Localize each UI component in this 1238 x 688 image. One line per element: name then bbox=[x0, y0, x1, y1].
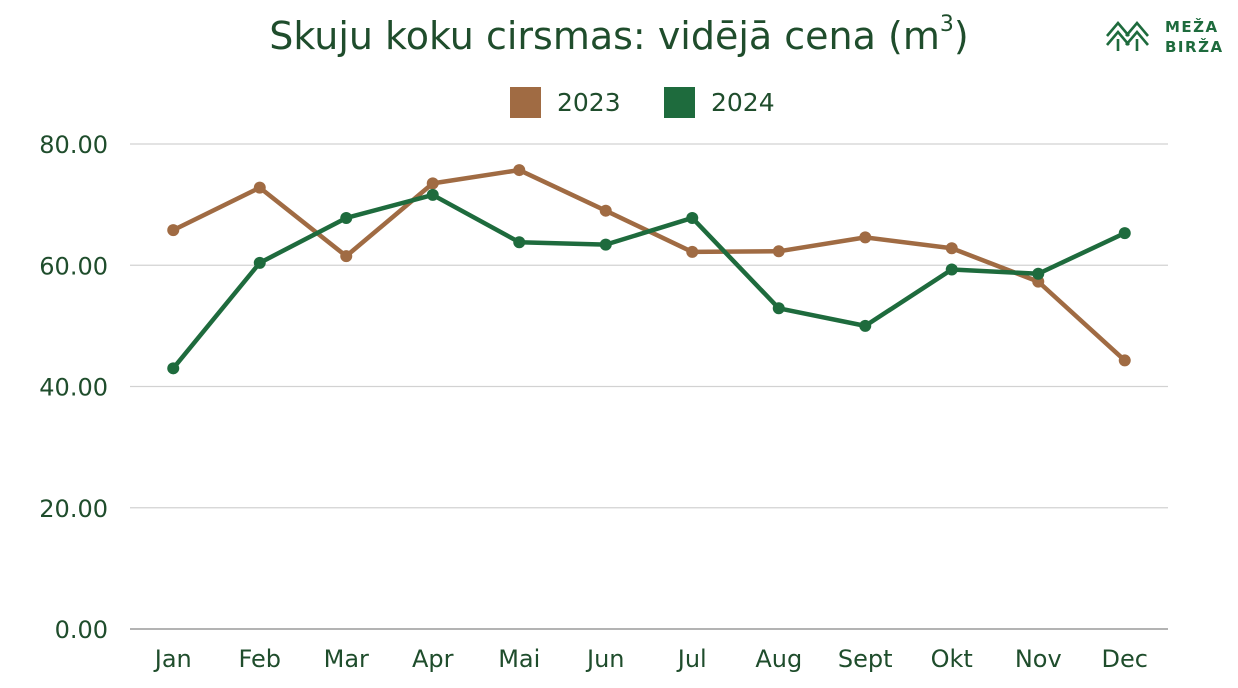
chart-title-text: Skuju koku cirsmas: vidējā cena (m bbox=[269, 14, 940, 58]
y-tick-label: 60.00 bbox=[39, 252, 108, 280]
data-point-2023-Jan bbox=[167, 224, 180, 237]
series bbox=[167, 164, 1131, 375]
data-point-2023-Aug bbox=[772, 245, 785, 258]
x-tick-label: Nov bbox=[1015, 645, 1062, 673]
legend-label-2023: 2023 bbox=[557, 88, 621, 117]
x-tick-label: Aug bbox=[755, 645, 802, 673]
data-point-2023-Apr bbox=[426, 177, 439, 190]
x-tick-label: Sept bbox=[838, 645, 893, 673]
data-point-2023-Jul bbox=[686, 245, 699, 258]
data-point-2023-Mar bbox=[340, 250, 353, 263]
y-tick-label: 80.00 bbox=[39, 131, 108, 159]
data-point-2024-Aug bbox=[772, 302, 785, 315]
x-tick-label: Apr bbox=[412, 645, 454, 673]
data-point-2023-Mai bbox=[513, 164, 526, 177]
data-point-2024-Apr bbox=[426, 188, 439, 201]
x-tick-label: Mai bbox=[498, 645, 540, 673]
data-point-2023-Okt bbox=[945, 242, 958, 255]
data-point-2023-Sept bbox=[859, 231, 872, 244]
brand-name-line1: MEŽA bbox=[1165, 17, 1219, 36]
data-point-2024-Jan bbox=[167, 362, 180, 375]
series-line-2024 bbox=[171, 192, 1127, 371]
data-point-2024-Nov bbox=[1032, 267, 1045, 280]
chart-title-suffix: ) bbox=[953, 14, 969, 58]
x-tick-label: Okt bbox=[931, 645, 973, 673]
data-point-2024-Okt bbox=[945, 263, 958, 276]
grid bbox=[130, 143, 1168, 630]
y-tick-label: 20.00 bbox=[39, 495, 108, 523]
x-tick-label: Jan bbox=[153, 645, 192, 673]
legend-swatch-2023 bbox=[510, 87, 541, 118]
x-tick-label: Jul bbox=[676, 645, 707, 673]
x-tick-label: Dec bbox=[1102, 645, 1148, 673]
data-point-2023-Dec bbox=[1118, 354, 1131, 367]
brand-logo: MEŽA BIRŽA bbox=[1106, 17, 1224, 56]
x-tick-label: Feb bbox=[239, 645, 282, 673]
data-point-2023-Jun bbox=[599, 204, 612, 217]
y-axis: 0.00 20.00 40.00 60.00 80.00 bbox=[39, 131, 108, 644]
brand-name-line2: BIRŽA bbox=[1165, 37, 1224, 56]
mountains-trees-icon bbox=[1106, 20, 1149, 51]
legend-label-2024: 2024 bbox=[711, 88, 775, 117]
legend: 2023 2024 bbox=[510, 87, 775, 118]
y-tick-label: 0.00 bbox=[55, 616, 108, 644]
data-point-2024-Jul bbox=[686, 211, 699, 224]
data-point-2024-Mar bbox=[340, 211, 353, 224]
x-tick-label: Jun bbox=[585, 645, 625, 673]
data-point-2024-Mai bbox=[513, 236, 526, 249]
data-point-2024-Dec bbox=[1118, 227, 1131, 240]
data-point-2024-Jun bbox=[599, 238, 612, 251]
y-tick-label: 40.00 bbox=[39, 374, 108, 402]
chart-title-superscript: 3 bbox=[939, 12, 954, 38]
x-axis: Jan Feb Mar Apr Mai Jun Jul Aug Sept Okt Nov Dec bbox=[153, 645, 1148, 673]
data-point-2023-Feb bbox=[253, 181, 266, 194]
data-point-2024-Sept bbox=[859, 319, 872, 332]
data-point-2024-Feb bbox=[253, 256, 266, 269]
x-tick-label: Mar bbox=[324, 645, 369, 673]
legend-swatch-2024 bbox=[664, 87, 695, 118]
chart-title: Skuju koku cirsmas: vidējā cena (m3) bbox=[0, 12, 1238, 58]
